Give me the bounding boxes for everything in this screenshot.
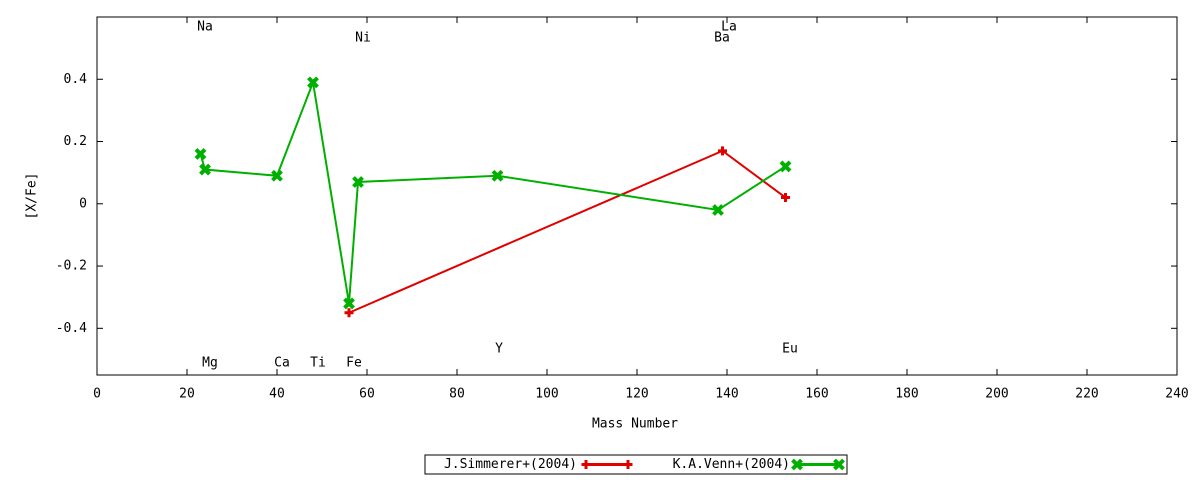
point-marker <box>833 458 845 471</box>
legend-label: K.A.Venn+(2004) <box>673 457 790 472</box>
x-axis-label: Mass Number <box>592 417 678 432</box>
point-marker <box>199 163 211 176</box>
x-tick-label: 100 <box>535 387 558 402</box>
x-tick-label: 240 <box>1165 387 1188 402</box>
point-marker <box>718 146 727 156</box>
element-label: Na <box>197 20 213 35</box>
element-label: Ni <box>355 31 371 46</box>
point-marker <box>194 148 207 160</box>
element-label: Ti <box>310 356 326 371</box>
point-marker <box>271 169 283 182</box>
element-label: Eu <box>782 342 798 357</box>
element-label: Mg <box>202 356 218 371</box>
x-tick-label: 120 <box>625 387 648 402</box>
y-axis-label: [X/Fe] <box>25 173 40 220</box>
legend: J.Simmerer+(2004) K.A.Venn+(2004) <box>424 454 848 475</box>
element-label: Y <box>495 342 503 357</box>
x-tick-label: 80 <box>449 387 465 402</box>
y-tick-label: -0.2 <box>56 259 87 274</box>
x-tick-label: 60 <box>359 387 375 402</box>
point-marker <box>581 460 591 469</box>
y-tick-label: -0.4 <box>56 321 87 336</box>
element-label: Fe <box>346 356 362 371</box>
x-tick-label: 40 <box>269 387 285 402</box>
x-tick-label: 160 <box>805 387 828 402</box>
legend-label: J.Simmerer+(2004) <box>444 457 577 472</box>
point-marker <box>352 176 364 188</box>
x-tick-label: 180 <box>895 387 918 402</box>
element-label: Ba <box>714 31 730 46</box>
y-tick-label: 0.4 <box>64 72 88 87</box>
element-label: La <box>721 20 737 35</box>
legend-box <box>424 454 848 475</box>
series-line <box>199 78 787 304</box>
x-tick-label: 20 <box>179 387 195 402</box>
point-marker <box>712 204 724 216</box>
plot-frame <box>96 16 1178 376</box>
point-marker <box>307 76 319 89</box>
x-tick-label: 220 <box>1075 387 1098 402</box>
point-marker <box>343 297 355 310</box>
point-marker <box>491 169 504 182</box>
x-tick-label: 140 <box>715 387 738 402</box>
point-marker <box>623 460 633 469</box>
point-marker <box>781 193 790 203</box>
x-tick-label: 0 <box>93 387 101 402</box>
point-marker <box>344 308 354 318</box>
y-tick-label: 0 <box>79 196 87 211</box>
point-marker <box>779 160 792 173</box>
element-label: Ca <box>274 356 290 371</box>
y-tick-label: 0.2 <box>64 134 87 149</box>
point-marker <box>791 458 803 471</box>
x-tick-label: 200 <box>985 387 1008 402</box>
series-line <box>348 149 787 314</box>
